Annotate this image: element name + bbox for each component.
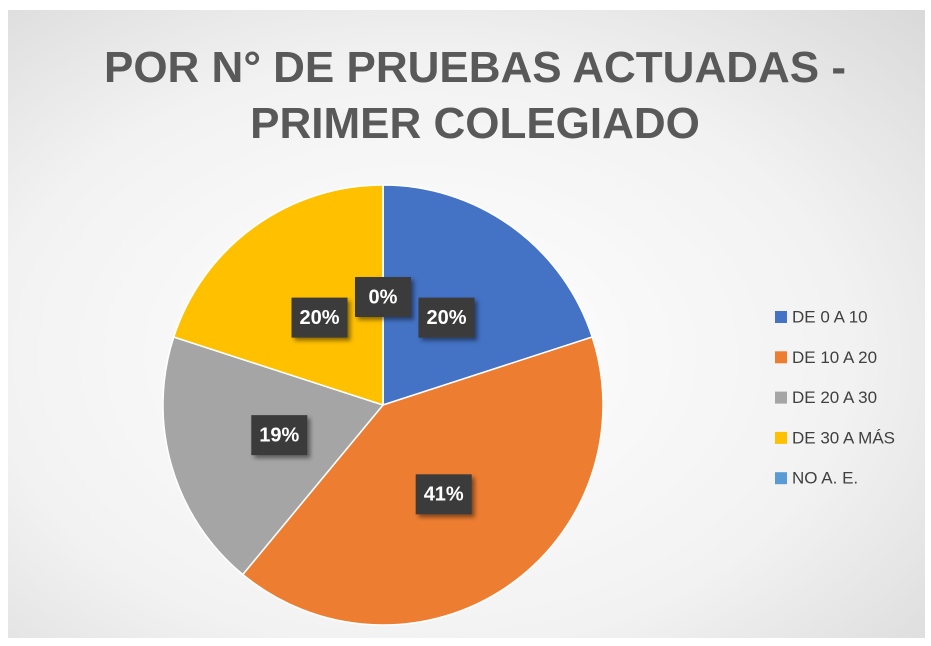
legend-label: DE 0 A 10 <box>792 307 868 326</box>
data-label-box <box>251 415 308 456</box>
data-label: 0% <box>369 286 398 308</box>
data-label-box <box>415 474 472 515</box>
data-label-box <box>355 277 411 317</box>
data-label: 41% <box>424 484 464 506</box>
legend-swatch <box>775 431 787 444</box>
legend-swatch <box>775 391 787 404</box>
pie-slice <box>172 184 384 407</box>
legend-label: NO A. E. <box>792 469 858 488</box>
legend-swatch <box>775 311 787 323</box>
legend-label: DE 30 A MÁS <box>792 428 895 447</box>
legend-label: DE 20 A 30 <box>792 388 877 407</box>
pie-slice <box>382 184 594 407</box>
pie-slice <box>162 336 385 576</box>
chart-title: POR N° DE PRUEBAS ACTUADAS - PRIMER COLE… <box>103 43 846 148</box>
legend-label: DE 10 A 20 <box>792 348 877 367</box>
data-label-box <box>291 297 348 338</box>
legend-swatch <box>775 472 787 485</box>
data-label: 19% <box>259 424 299 446</box>
data-label-box <box>418 297 475 338</box>
data-label: 20% <box>300 307 340 329</box>
legend-swatch <box>775 351 787 364</box>
data-label: 20% <box>426 307 466 329</box>
